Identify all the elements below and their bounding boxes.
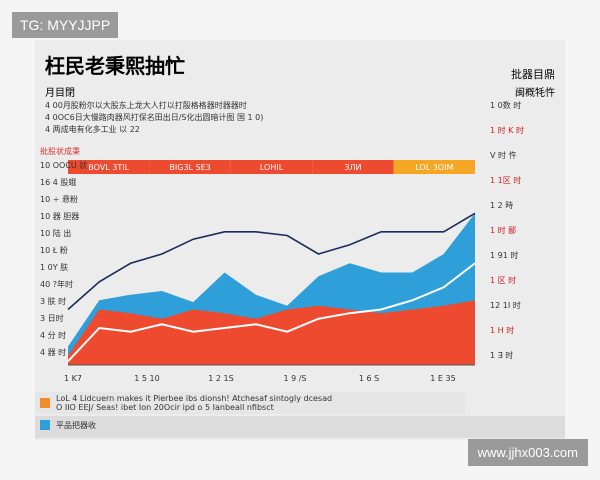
band	[230, 160, 313, 174]
right-label: 1 H 时	[490, 326, 515, 335]
right-subtitle: 闽概牦忤	[515, 88, 555, 99]
left-label: 16 4 股蛾	[40, 178, 77, 187]
band	[68, 160, 150, 174]
x-label: 1 5 10	[134, 374, 159, 383]
right-label: 1 时 K 时	[490, 126, 524, 135]
left-label: 40 ?年时	[40, 280, 73, 289]
left-label: 3 日时	[40, 314, 64, 323]
band	[149, 160, 231, 174]
band	[312, 160, 394, 174]
panel	[35, 40, 565, 440]
right-label: 12 1I 时	[490, 301, 521, 310]
left-label: 10 Ł 粉	[40, 246, 68, 255]
left-label: 4 分 时	[40, 331, 67, 340]
line	[67, 212, 476, 311]
note: 4 00月股粉尔以大股东上龙大人打以打殷格格器时器器时	[45, 101, 247, 110]
x-label: 1 9 /S	[283, 374, 306, 383]
right-label: 1 0数 时	[490, 101, 522, 110]
right-label: 1 区 时	[490, 276, 517, 285]
x-label: 1 K7	[64, 374, 82, 383]
x-label: 1 2 1S	[208, 374, 233, 383]
left-label: 4 器 时	[40, 348, 67, 357]
right-label: 1 91 时	[490, 251, 519, 260]
line	[67, 262, 476, 362]
note: 4 两成电有化多工业 以 22	[45, 125, 140, 134]
footer-text: 平品把器收	[56, 421, 96, 430]
band-label: BOVL 3TIL	[88, 163, 129, 172]
right-label: 1 1区 时	[490, 176, 522, 185]
right-label: 1 2 時	[490, 201, 514, 210]
url: www.jjhx003.com	[467, 439, 588, 466]
band-label: LOL 3OIM	[415, 163, 453, 172]
title: 枉民老秉熙抽忙	[45, 54, 185, 78]
left-label: 10 器 胆器	[40, 212, 80, 221]
left-label: 10 陆 出	[40, 229, 72, 238]
footer-text: O IIO EEJ/ Seas! ibet Ion 20Ocir ipd o 5…	[56, 403, 274, 412]
band	[393, 160, 475, 174]
right-title: 批器目鼎	[511, 68, 555, 81]
right-label: V 时 忤	[490, 151, 517, 160]
x-label: 1 6 S	[359, 374, 379, 383]
footer-text: LoL 4 Lidcuern makes it Pierbee ibs dion…	[56, 394, 333, 403]
area	[68, 300, 475, 365]
left-label: 1 0Y 肤	[40, 263, 69, 272]
right-label: 1 时 鄙	[490, 226, 517, 235]
note: 4 0OC6日大慢路肉器风打保名田出日/S化出圆暗计图 国 1 0)	[45, 113, 264, 122]
x-label: 1 E 35	[430, 374, 455, 383]
band-label: ЗЛИ	[344, 163, 361, 172]
subtitle: 月目閉	[45, 88, 75, 99]
left-label: 10 ÷ 悬粉	[40, 195, 78, 204]
band-title: 批股状成秉	[40, 147, 80, 156]
left-label: 10 OOCU 狀	[40, 161, 88, 170]
watermark: TG: MYYJJPP	[12, 12, 119, 38]
band-label: BIG3L SE3	[169, 163, 210, 172]
band-label: LOHIL	[260, 163, 284, 172]
left-label: 3 肤 时	[40, 297, 67, 306]
right-label: 1 ∃ 时	[490, 351, 514, 360]
